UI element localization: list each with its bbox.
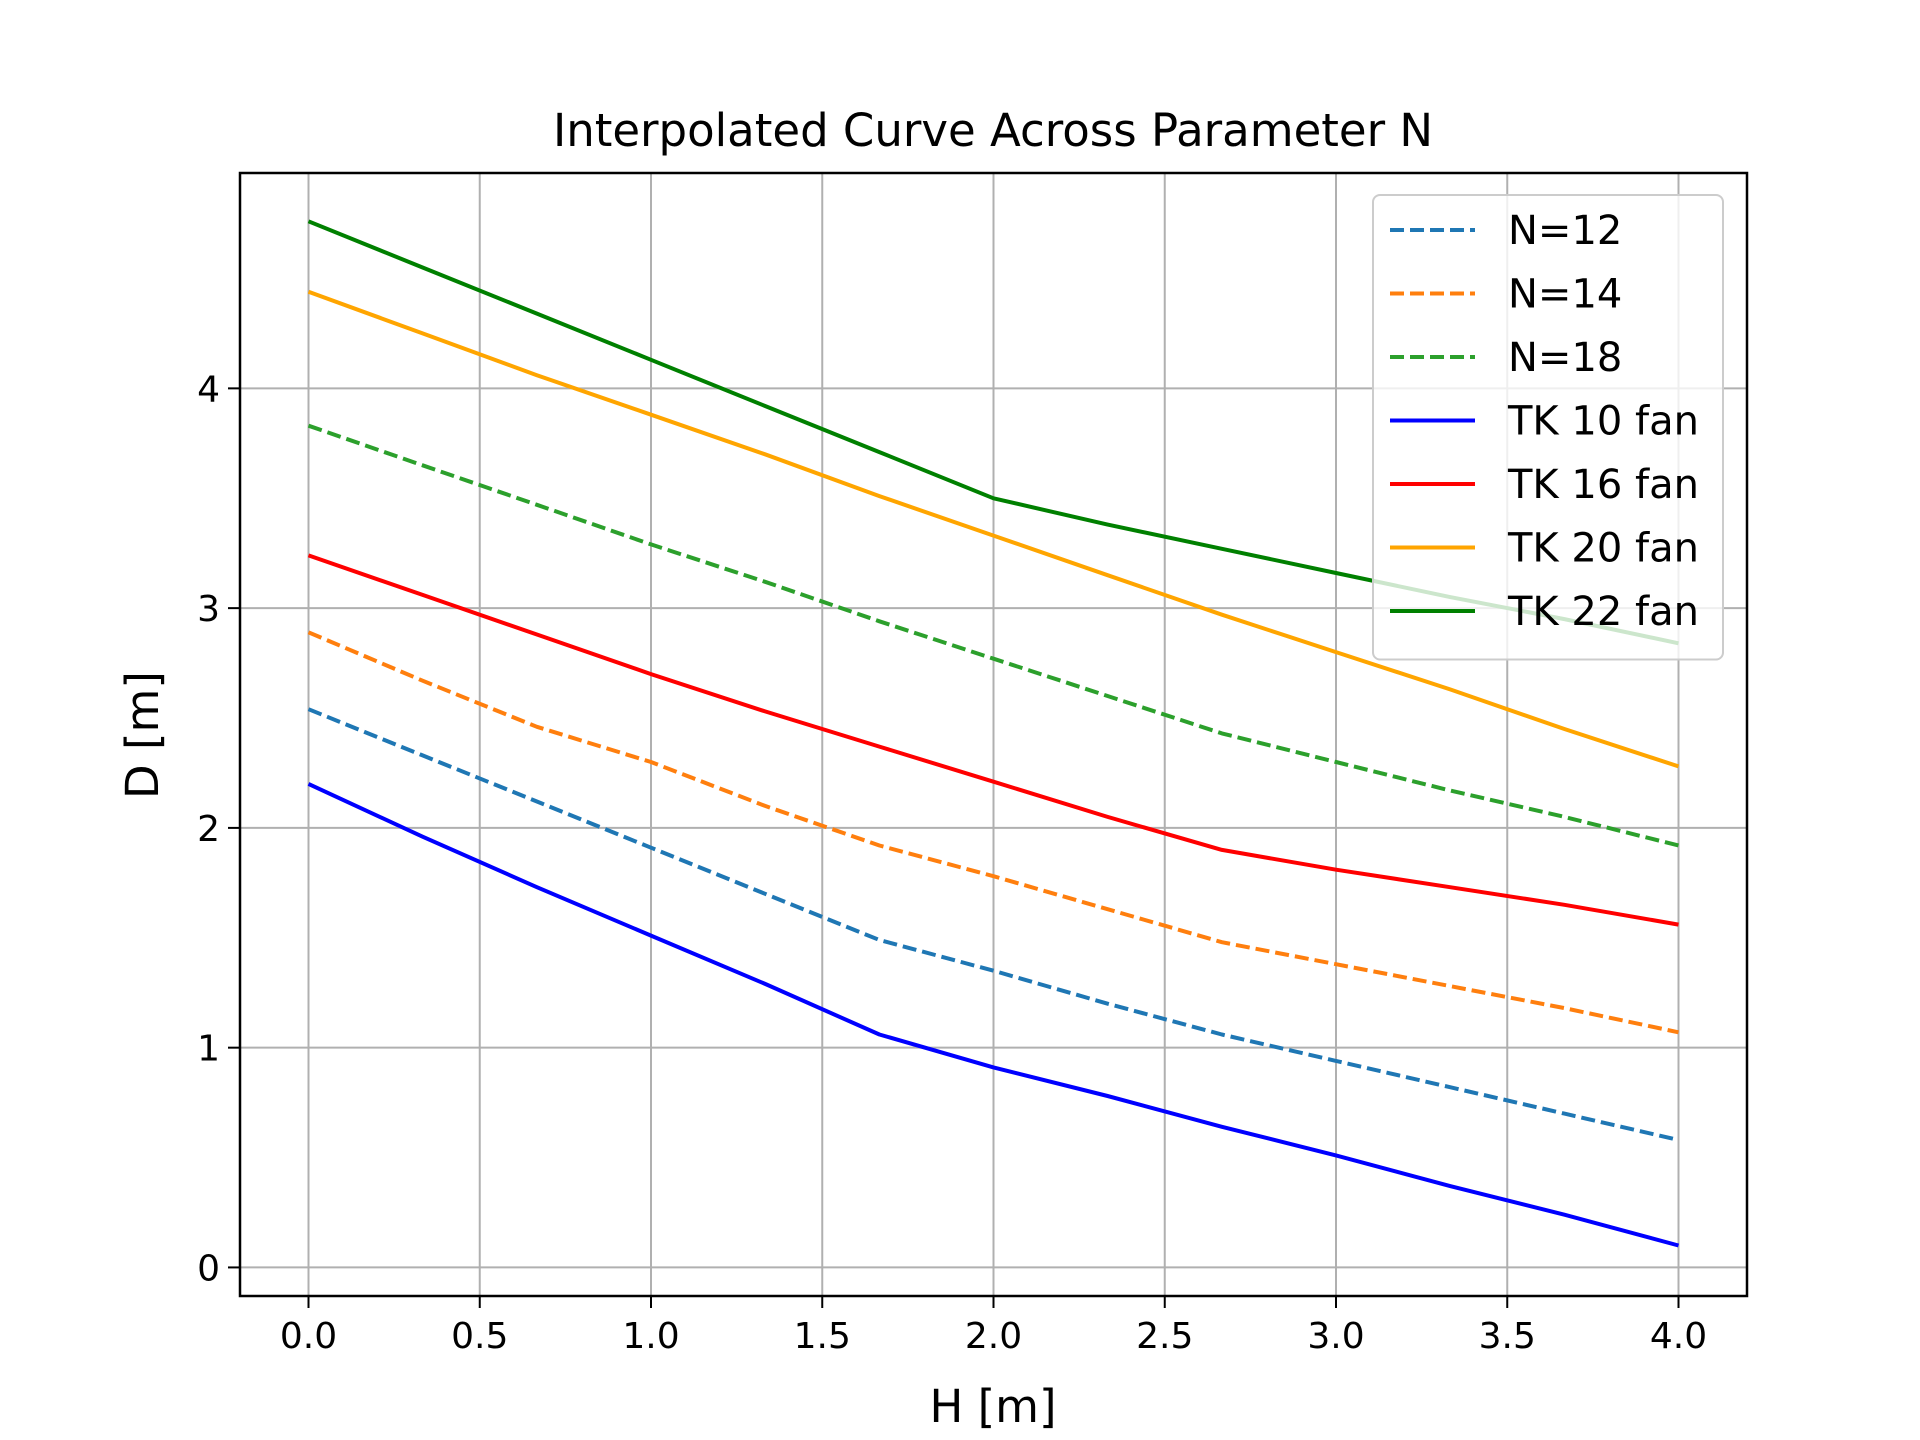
tick-layer: 0.0 0.5 1.0 1.5 2.0 2.5 3.0 3.5 4.0 0 1 2 3 4: [197, 369, 1707, 1357]
legend-label: TK 10 fan: [1507, 399, 1699, 445]
y-tick-label: 4: [197, 369, 220, 410]
legend-label: N=12: [1508, 208, 1622, 254]
chart-title: Interpolated Curve Across Parameter N: [553, 104, 1433, 157]
x-tick-label: 1.0: [622, 1316, 679, 1357]
series-line-n-18: [307, 423, 1679, 848]
x-tick-label: 1.5: [794, 1316, 851, 1357]
x-tick-label: 3.0: [1307, 1316, 1364, 1357]
x-tick-label: 4.0: [1650, 1316, 1707, 1357]
legend-label: TK 16 fan: [1507, 462, 1699, 508]
x-tick-label: 2.5: [1136, 1316, 1193, 1357]
x-tick-label: 0.0: [280, 1316, 337, 1357]
legend-label: N=14: [1508, 272, 1622, 318]
x-tick-label: 2.0: [965, 1316, 1022, 1357]
legend-label: TK 22 fan: [1507, 589, 1699, 635]
series-line-tk-10-fan: [307, 782, 1680, 1248]
y-tick-label: 1: [197, 1029, 220, 1070]
series-line-tk-16-fan: [307, 553, 1679, 927]
y-tick-label: 2: [197, 809, 220, 850]
series-line-tk-20-fan: [307, 289, 1680, 769]
y-tick-label: 0: [197, 1248, 220, 1289]
legend-label: N=18: [1508, 335, 1622, 381]
x-tick-label: 3.5: [1479, 1316, 1536, 1357]
series-line-n-12: [307, 707, 1679, 1142]
y-tick-label: 3: [197, 589, 220, 630]
y-axis-label: D [m]: [116, 671, 169, 799]
x-axis-label: H [m]: [929, 1380, 1056, 1433]
x-tick-label: 0.5: [451, 1316, 508, 1357]
legend-label: TK 20 fan: [1507, 526, 1699, 572]
series-line-n-14: [307, 630, 1679, 1035]
legend: N=12 N=14 N=18 TK 10 fan TK 16 fan TK 20 fan T…: [1372, 194, 1724, 661]
legend-box: [1372, 194, 1724, 661]
